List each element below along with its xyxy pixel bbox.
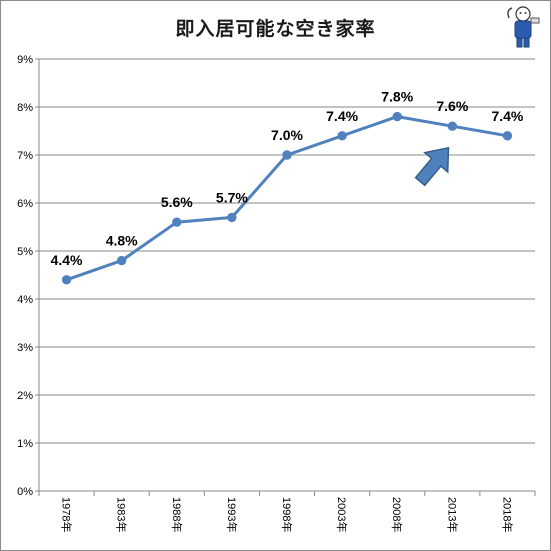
y-tick-label: 7% xyxy=(17,150,33,162)
y-tick-label: 5% xyxy=(17,246,33,258)
axes xyxy=(35,58,536,496)
x-tick-label: 2013年 xyxy=(445,497,459,532)
data-labels: 4.4% 4.8% 5.6% 5.7% 7.0% 7.4% 7.8% 7.6% 7.4% xyxy=(51,89,524,268)
data-label: 7.4% xyxy=(326,108,358,124)
y-tick-label: 1% xyxy=(17,438,33,450)
data-label: 7.0% xyxy=(271,127,303,143)
chart-title: 即入居可能な空き家率 xyxy=(175,18,376,40)
y-tick-label: 2% xyxy=(17,390,33,402)
x-tick-label: 2018年 xyxy=(500,497,514,532)
data-point xyxy=(502,131,513,141)
data-label: 7.8% xyxy=(381,89,413,105)
y-tick-label: 8% xyxy=(17,102,33,114)
data-point xyxy=(447,121,458,131)
x-tick-label: 1983年 xyxy=(115,497,129,532)
x-tick-label: 1988年 xyxy=(170,497,184,532)
y-tick-labels: 0% 1% 2% 3% 4% 5% 6% 7% 8% 9% xyxy=(17,54,33,498)
x-tick-label: 1993年 xyxy=(225,497,239,532)
x-tick-label: 2003年 xyxy=(335,497,349,532)
data-point xyxy=(61,275,72,285)
mascot-icon xyxy=(507,6,540,48)
y-tick-label: 9% xyxy=(17,54,33,66)
y-tick-label: 0% xyxy=(17,486,33,498)
x-tick-label: 1978年 xyxy=(60,497,74,532)
gridlines xyxy=(39,58,535,444)
annotations xyxy=(414,146,450,187)
data-point xyxy=(172,217,182,227)
data-point xyxy=(227,212,237,223)
data-point xyxy=(337,131,347,141)
y-tick-label: 4% xyxy=(17,294,33,306)
data-label: 5.6% xyxy=(161,194,193,210)
y-tick-label: 3% xyxy=(17,342,33,354)
data-label: 4.8% xyxy=(106,233,138,249)
data-point xyxy=(116,255,127,266)
data-label: 7.4% xyxy=(491,108,523,124)
data-points xyxy=(61,111,513,285)
y-tick-label: 6% xyxy=(17,198,33,210)
data-point xyxy=(392,111,402,122)
data-label: 4.4% xyxy=(51,252,83,268)
data-label: 7.6% xyxy=(436,98,468,114)
data-point xyxy=(282,150,292,160)
x-tick-labels: 1978年 1983年 1988年 1993年 1998年 2003年 2008年 2013年… xyxy=(60,497,515,532)
data-label: 5.7% xyxy=(216,189,248,205)
x-tick-label: 1998年 xyxy=(280,497,294,532)
up-arrow-icon xyxy=(414,146,450,187)
x-tick-label: 2008年 xyxy=(390,497,404,532)
